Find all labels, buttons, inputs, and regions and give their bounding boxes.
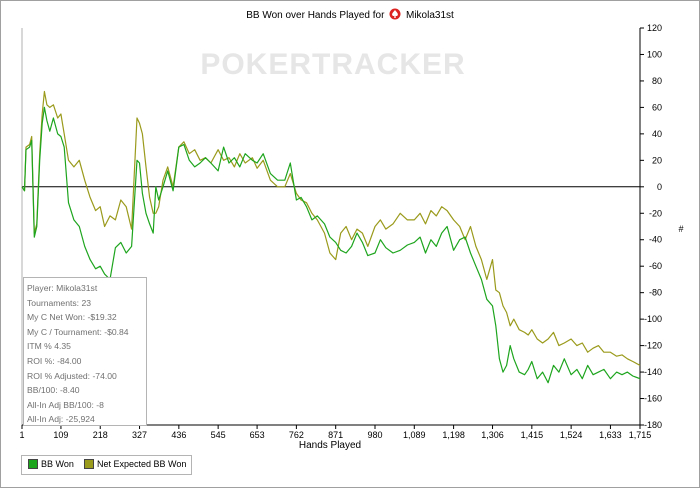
x-tick-label: 218 bbox=[93, 430, 108, 440]
stat-line: BB/100: -8.40 bbox=[27, 385, 80, 396]
legend-swatch-net-expected bbox=[84, 459, 94, 469]
x-tick-label: 1,198 bbox=[442, 430, 465, 440]
y-tick-label: 40 bbox=[652, 129, 662, 139]
y-tick-label: -60 bbox=[649, 261, 662, 271]
x-tick-label: 1,089 bbox=[403, 430, 426, 440]
series-line-0 bbox=[21, 106, 641, 384]
legend: BB Won Net Expected BB Won bbox=[21, 455, 192, 475]
x-tick-label: 1,306 bbox=[481, 430, 504, 440]
stat-line: All-In Adj BB/100: -8 bbox=[27, 399, 104, 410]
legend-swatch-bb-won bbox=[28, 459, 38, 469]
x-tick-label: 1,524 bbox=[560, 430, 583, 440]
x-tick-label: 1,633 bbox=[599, 430, 622, 440]
x-tick-label: 109 bbox=[53, 430, 68, 440]
y-tick-label: 20 bbox=[652, 155, 662, 165]
legend-item-bb-won[interactable]: BB Won bbox=[28, 459, 74, 469]
y-tick-label: 80 bbox=[652, 76, 662, 86]
x-tick-label: 1,415 bbox=[521, 430, 544, 440]
y-tick-label: -160 bbox=[644, 394, 662, 404]
y-tick-label: -140 bbox=[644, 367, 662, 377]
legend-label-bb-won: BB Won bbox=[41, 459, 74, 469]
stat-line: Tournaments: 23 bbox=[27, 297, 92, 308]
stat-line: My C Net Won: -$19.32 bbox=[27, 312, 117, 323]
x-tick-label: 327 bbox=[132, 430, 147, 440]
y-tick-label: -180 bbox=[644, 420, 662, 430]
x-tick-label: 1 bbox=[19, 430, 24, 440]
y-tick-label: 0 bbox=[657, 182, 662, 192]
chart-title: BB Won over Hands Played for Mikola31st bbox=[0, 8, 700, 21]
x-tick-label: 436 bbox=[171, 430, 186, 440]
y-tick-label: 100 bbox=[647, 49, 662, 59]
y-tick-label: -100 bbox=[644, 314, 662, 324]
y-tick-label: 120 bbox=[647, 23, 662, 33]
watermark: POKERTRACKER bbox=[200, 48, 465, 81]
y-tick-label: -40 bbox=[649, 235, 662, 245]
y-tick-label: -80 bbox=[649, 288, 662, 298]
player-name: Mikola31st bbox=[405, 10, 454, 21]
x-tick-label: 545 bbox=[211, 430, 226, 440]
y-tick-label: 60 bbox=[652, 102, 662, 112]
x-tick-label: 762 bbox=[289, 430, 304, 440]
y-unit-label: # bbox=[678, 224, 683, 234]
spade-logo-icon bbox=[389, 8, 401, 20]
stat-line: ROI %: -84.00 bbox=[27, 355, 82, 366]
x-tick-label: 1,715 bbox=[629, 430, 652, 440]
x-tick-label: 871 bbox=[328, 430, 343, 440]
stat-line: ITM % 4.35 bbox=[27, 341, 71, 352]
stat-line: All-In Adj: -25,924 bbox=[27, 414, 95, 425]
x-tick-label: 980 bbox=[367, 430, 382, 440]
stat-line: ROI % Adjusted: -74.00 bbox=[27, 370, 117, 381]
title-prefix: BB Won over Hands Played for bbox=[246, 10, 385, 21]
stat-line: My C / Tournament: -$0.84 bbox=[27, 326, 129, 337]
x-tick-label: 653 bbox=[250, 430, 265, 440]
player-stats-box: Player: Mikola31st Tournaments: 23 My C Ne… bbox=[23, 277, 147, 426]
x-axis-label: Hands Played bbox=[298, 440, 362, 451]
y-tick-label: -20 bbox=[649, 208, 662, 218]
legend-label-net-expected: Net Expected BB Won bbox=[97, 459, 187, 469]
legend-item-net-expected[interactable]: Net Expected BB Won bbox=[84, 459, 186, 469]
stat-line: Player: Mikola31st bbox=[27, 283, 98, 293]
y-tick-label: -120 bbox=[644, 341, 662, 351]
